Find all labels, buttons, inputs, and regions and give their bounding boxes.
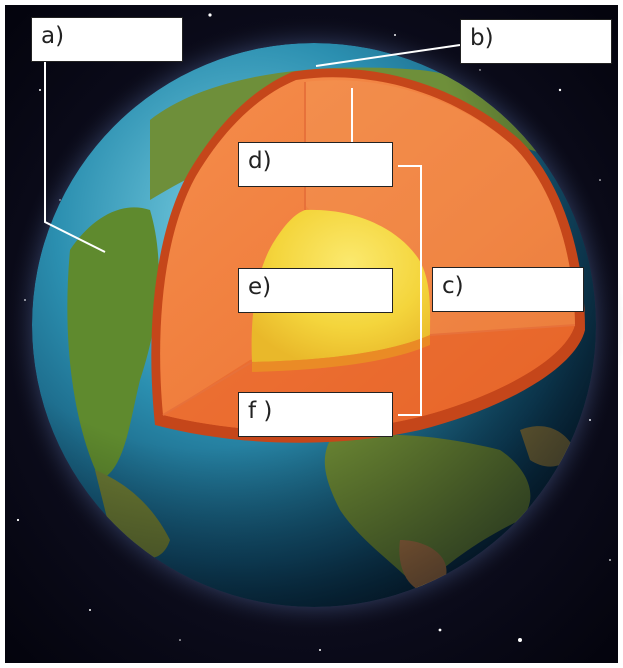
label-box-f[interactable]: f ) — [238, 392, 393, 437]
label-box-e[interactable]: e) — [238, 268, 393, 313]
label-box-c[interactable]: c) — [432, 267, 584, 312]
leader-lines — [44, 44, 461, 416]
leader-line-b — [315, 44, 461, 67]
label-box-d[interactable]: d) — [238, 142, 393, 187]
label-box-a[interactable]: a) — [31, 17, 183, 62]
label-box-b[interactable]: b) — [460, 19, 612, 64]
leader-line-a — [44, 62, 106, 253]
bracket-c — [398, 165, 422, 416]
